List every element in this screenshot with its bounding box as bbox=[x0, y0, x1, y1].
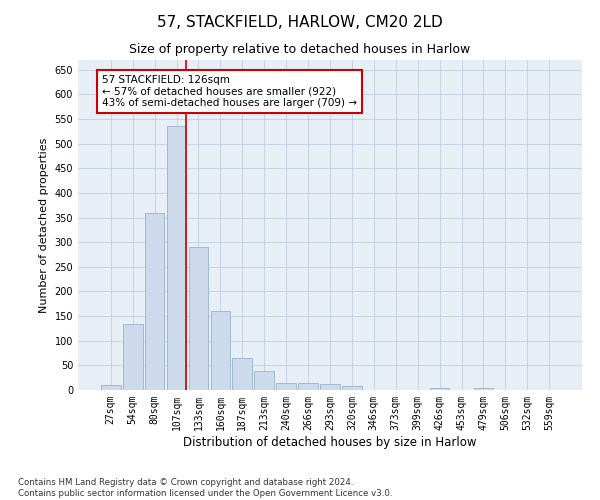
Bar bbox=[430, 388, 449, 390]
Text: 57, STACKFIELD, HARLOW, CM20 2LD: 57, STACKFIELD, HARLOW, CM20 2LD bbox=[157, 15, 443, 30]
Bar bbox=[276, 382, 296, 390]
Bar bbox=[101, 385, 121, 390]
Bar bbox=[232, 358, 252, 390]
Text: 57 STACKFIELD: 126sqm
← 57% of detached houses are smaller (922)
43% of semi-det: 57 STACKFIELD: 126sqm ← 57% of detached … bbox=[102, 75, 357, 108]
Bar bbox=[167, 126, 187, 390]
Bar bbox=[298, 382, 318, 390]
X-axis label: Distribution of detached houses by size in Harlow: Distribution of detached houses by size … bbox=[183, 436, 477, 448]
Bar bbox=[211, 311, 230, 390]
Y-axis label: Number of detached properties: Number of detached properties bbox=[39, 138, 49, 312]
Bar bbox=[342, 386, 362, 390]
Bar bbox=[320, 384, 340, 390]
Bar bbox=[254, 372, 274, 390]
Bar bbox=[145, 212, 164, 390]
Bar bbox=[473, 388, 493, 390]
Bar bbox=[123, 324, 143, 390]
Text: Size of property relative to detached houses in Harlow: Size of property relative to detached ho… bbox=[130, 42, 470, 56]
Text: Contains HM Land Registry data © Crown copyright and database right 2024.
Contai: Contains HM Land Registry data © Crown c… bbox=[18, 478, 392, 498]
Bar bbox=[188, 247, 208, 390]
